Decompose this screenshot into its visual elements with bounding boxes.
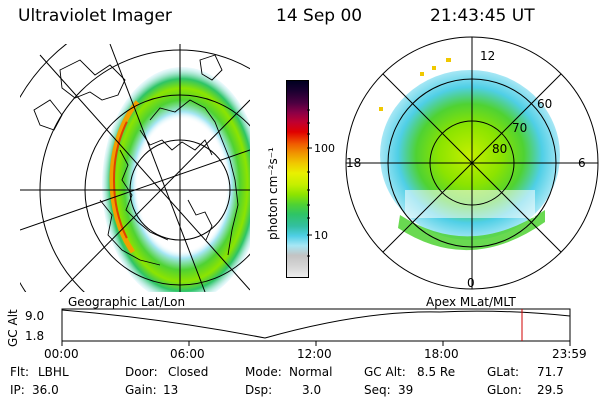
mlat-label-60: 60 xyxy=(537,97,552,111)
colorbar xyxy=(286,80,309,278)
date-label: 14 Sep 00 xyxy=(276,6,363,26)
seq-label: Seq: xyxy=(364,383,391,397)
gcalt-label: GC Alt: xyxy=(364,365,406,379)
time-tick-1800: 18:00 xyxy=(424,347,459,361)
mlt-label-0: 0 xyxy=(467,276,475,290)
geo-caption: Geographic Lat/Lon xyxy=(68,295,185,309)
instrument-title: Ultraviolet Imager xyxy=(18,6,172,26)
colorbar-gradient xyxy=(287,81,308,277)
alt-ylabel: GC Alt xyxy=(6,309,20,347)
gain-label: Gain: xyxy=(125,383,157,397)
dayside-patch-1 xyxy=(420,72,424,76)
dayside-patch-2 xyxy=(432,66,436,70)
time-label: 21:43:45 UT xyxy=(430,6,535,26)
door-value: Closed xyxy=(168,365,209,379)
glat-value: 71.7 xyxy=(537,365,564,379)
door-label: Door: xyxy=(125,365,158,379)
ip-value: 36.0 xyxy=(32,383,59,397)
glat-label: GLat: xyxy=(487,365,520,379)
altitude-curve xyxy=(61,309,571,339)
polar-aurora-night-arc xyxy=(398,210,545,251)
geo-grid xyxy=(20,44,250,292)
aurora-dayside-arc xyxy=(109,77,250,283)
glon-value: 29.5 xyxy=(537,383,564,397)
ip-label: IP: xyxy=(10,383,25,397)
glon-label: GLon: xyxy=(487,383,522,397)
dayside-patch-4 xyxy=(379,107,383,111)
dsp-value: 3.0 xyxy=(302,383,322,397)
gain-value: 13 xyxy=(163,383,179,397)
dayside-patch-3 xyxy=(446,58,451,62)
flt-label: Flt: xyxy=(10,365,29,379)
dsp-label: Dsp: xyxy=(245,383,273,397)
alt-tick-9: 9.0 xyxy=(25,309,44,323)
apex-caption: Apex MLat/MLT xyxy=(426,295,516,309)
mlt-label-12: 12 xyxy=(480,49,495,63)
mode-value: Normal xyxy=(289,365,333,379)
colorbar-tick-10: 10 xyxy=(314,229,328,242)
aurora-oval-geo xyxy=(102,67,250,292)
time-tick-0000: 00:00 xyxy=(44,347,79,361)
colorbar-label: photon cm⁻²s⁻¹ xyxy=(266,147,280,240)
gcalt-value: 8.5 Re xyxy=(417,365,456,379)
time-tick-0600: 06:00 xyxy=(170,347,205,361)
mlat-label-70: 70 xyxy=(512,121,527,135)
mlt-label-6: 6 xyxy=(578,156,586,170)
polar-grid xyxy=(345,36,599,290)
mode-label: Mode: xyxy=(245,365,282,379)
time-tick-1200: 12:00 xyxy=(297,347,332,361)
alt-tick-1-8: 1.8 xyxy=(25,329,44,343)
flt-value: LBHL xyxy=(38,365,69,379)
colorbar-tick-100: 100 xyxy=(314,142,335,155)
mlat-label-80: 80 xyxy=(492,142,507,156)
time-tick-2359: 23:59 xyxy=(552,347,587,361)
mlt-label-18: 18 xyxy=(346,156,361,170)
seq-value: 39 xyxy=(398,383,414,397)
coastlines xyxy=(33,54,239,266)
